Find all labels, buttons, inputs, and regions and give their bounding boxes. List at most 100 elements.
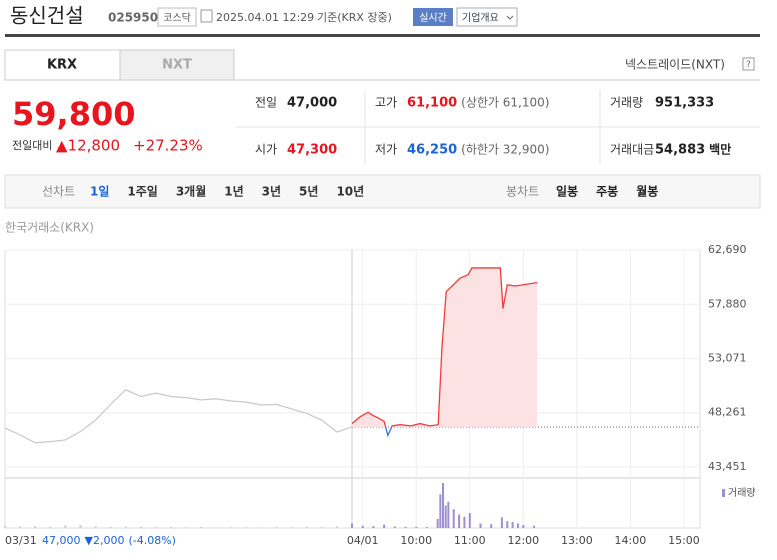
volume-bar xyxy=(124,526,127,528)
volume-bar xyxy=(425,527,428,528)
volume-bar xyxy=(444,505,447,528)
volume-bar xyxy=(383,524,386,528)
volume-bar xyxy=(393,526,396,528)
volume-bar xyxy=(245,527,248,528)
volume-bar xyxy=(511,522,514,528)
volume-bar xyxy=(4,525,6,528)
change-label: 전일대비 xyxy=(12,138,52,152)
period[interactable]: 월봉 xyxy=(636,184,658,199)
volume-bar xyxy=(185,527,188,528)
stat-value: 61,100 xyxy=(407,96,457,111)
price: 59,800 xyxy=(12,95,135,133)
period[interactable]: 1주일 xyxy=(127,185,157,199)
stat-value: 46,250 xyxy=(407,143,457,158)
stat-note: (상한가 61,100) xyxy=(461,96,549,110)
volume-bar xyxy=(109,526,112,528)
y-tick-label: 62,690 xyxy=(708,243,747,256)
dropdown-icon xyxy=(506,15,514,20)
period-bar xyxy=(4,174,761,209)
volume-bar xyxy=(260,527,263,528)
legend-swatch xyxy=(722,489,725,497)
tab-label[interactable]: NXT xyxy=(162,58,192,73)
period[interactable]: 1년 xyxy=(224,185,243,199)
volume-bar xyxy=(458,514,461,528)
volume-bar xyxy=(49,526,52,528)
volume-bar xyxy=(516,523,519,528)
period[interactable]: 1일 xyxy=(90,185,109,199)
volume-bar xyxy=(200,527,203,528)
header-rule xyxy=(5,34,760,37)
stat-unit: 백만 xyxy=(709,142,731,157)
period[interactable]: 주봉 xyxy=(596,185,618,199)
x-tick-label: 14:00 xyxy=(615,534,647,547)
chart-source: 한국거래소(KRX) xyxy=(5,221,94,235)
footer-change: ▼2,000 xyxy=(85,534,125,547)
y-tick-label: 43,451 xyxy=(708,460,747,473)
stat-note: (하한가 32,900) xyxy=(461,143,549,157)
volume-bar xyxy=(34,526,37,528)
period-label: 선차트 xyxy=(42,185,75,199)
tab-label[interactable]: KRX xyxy=(47,58,77,73)
price-area xyxy=(352,267,538,427)
period[interactable]: 10년 xyxy=(336,185,364,199)
volume-bar xyxy=(320,527,323,528)
y-tick-label: 57,880 xyxy=(708,297,747,310)
volume-bar xyxy=(468,513,471,528)
legend-label: 거래량 xyxy=(728,487,756,499)
volume-bar xyxy=(335,526,338,528)
period[interactable]: 3년 xyxy=(262,185,281,199)
stat-label: 고가 xyxy=(375,96,397,110)
help-box[interactable] xyxy=(742,57,755,71)
volume-bar xyxy=(500,517,503,528)
volume-bar xyxy=(447,501,450,528)
footer-change-pct: (-4.08%) xyxy=(128,534,176,547)
x-tick-label: 04/01 xyxy=(347,534,379,547)
volume-bar xyxy=(361,525,364,528)
datetime: 2025.04.01 12:29 xyxy=(216,11,314,24)
market-badge xyxy=(157,7,197,27)
tab[interactable] xyxy=(119,49,235,81)
market: 코스닥 xyxy=(163,12,191,24)
period[interactable]: 일봉 xyxy=(556,185,578,199)
footer-price: 47,000 xyxy=(42,534,81,547)
volume-bar xyxy=(506,521,509,528)
volume-bar xyxy=(94,526,97,528)
prev-date: 03/31 xyxy=(5,534,37,547)
tab-active[interactable] xyxy=(4,49,121,81)
company-button[interactable] xyxy=(456,7,518,27)
x-tick-label: 15:00 xyxy=(668,534,700,547)
stock-code: 025950 xyxy=(108,11,158,25)
period[interactable]: 5년 xyxy=(299,185,318,199)
y-tick-label: 53,071 xyxy=(708,351,747,364)
volume-bar xyxy=(19,526,22,528)
volume-bar xyxy=(442,483,445,528)
volume-bar xyxy=(404,526,407,528)
volume-bar xyxy=(463,516,466,528)
x-tick-label: 11:00 xyxy=(454,534,486,547)
company[interactable]: 기업개요 xyxy=(462,11,499,24)
volume-bar xyxy=(290,527,293,528)
volume-bar xyxy=(215,527,218,528)
nxt-link[interactable]: 넥스트레이드(NXT) xyxy=(625,58,725,72)
volume-bar xyxy=(305,526,308,528)
prev-line xyxy=(4,389,353,444)
volume-bar xyxy=(479,523,482,528)
realtime-badge[interactable] xyxy=(413,8,453,26)
volume-bar xyxy=(522,525,525,528)
volume-bar xyxy=(275,527,278,528)
stat-label: 거래대금 xyxy=(610,143,654,157)
realtime[interactable]: 실시간 xyxy=(419,12,447,24)
volume-bar xyxy=(372,526,375,528)
calendar-icon xyxy=(200,9,213,23)
volume-bar xyxy=(533,525,536,528)
stat-value: 47,300 xyxy=(287,143,337,158)
stat-value: 54,883 xyxy=(655,143,705,158)
help[interactable]: ? xyxy=(746,60,751,70)
volume-bar xyxy=(439,494,442,528)
period[interactable]: 3개월 xyxy=(176,184,206,199)
stock-name: 동신건설 xyxy=(10,4,84,28)
volume-bar xyxy=(139,526,142,528)
y-tick-label: 48,261 xyxy=(708,406,747,419)
volume-bar xyxy=(154,527,157,528)
